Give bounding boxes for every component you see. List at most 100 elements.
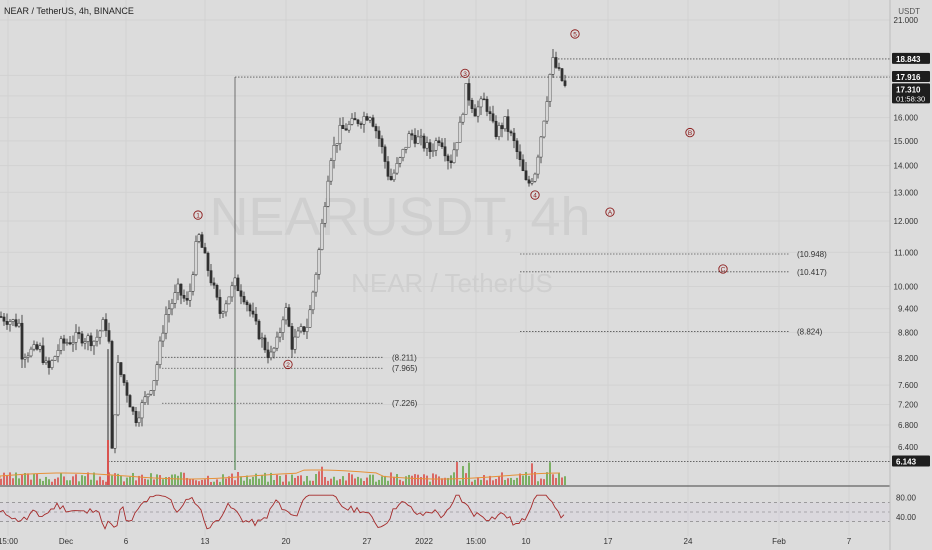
candle-body <box>89 335 93 347</box>
candle-body <box>482 98 486 101</box>
candle-body <box>125 382 129 396</box>
volume-bar <box>60 472 62 485</box>
wave-label-text: C <box>721 267 726 274</box>
volume-bar <box>402 481 404 485</box>
volume-bar <box>36 473 38 485</box>
volume-bar <box>459 480 461 485</box>
time-axis-label: 13 <box>201 537 210 546</box>
volume-bar <box>54 478 56 485</box>
volume-bar <box>510 477 512 485</box>
volume-bar <box>399 479 401 485</box>
volume-bar <box>540 478 542 485</box>
volume-bar <box>225 478 227 485</box>
candle-body <box>464 83 468 115</box>
volume-bar <box>0 478 2 485</box>
volume-bar <box>192 479 194 485</box>
candle-body <box>332 144 336 161</box>
candle-body <box>149 390 153 395</box>
candle-body <box>146 393 150 398</box>
candle-body <box>143 396 147 403</box>
wave-label-circle <box>570 29 580 39</box>
volume-bar <box>480 479 482 485</box>
wave-label-text: A <box>608 210 613 217</box>
price-axis-label: 14.000 <box>894 162 919 171</box>
volume-bar <box>276 474 278 485</box>
candle-body <box>473 108 477 117</box>
volume-bar <box>483 474 485 485</box>
candle-body <box>425 142 429 149</box>
volume-bar <box>381 476 383 485</box>
volume-bar <box>450 475 452 485</box>
volume-bar <box>132 472 134 485</box>
candle-body <box>26 355 30 358</box>
candle-body <box>350 118 354 125</box>
candle-body <box>248 304 252 312</box>
candle-body <box>203 247 207 254</box>
candle-body <box>62 338 66 344</box>
time-axis-label: 17 <box>604 537 613 546</box>
price-tag-box <box>892 71 930 83</box>
volume-bar <box>309 480 311 485</box>
level-label: (7.965) <box>392 364 418 373</box>
candle-body <box>179 283 183 296</box>
wave-label-circle <box>283 359 293 370</box>
wave-label-text: 1 <box>196 213 200 220</box>
volume-bar <box>546 472 548 485</box>
volume-bar <box>351 474 353 485</box>
volume-bar <box>537 481 539 485</box>
candle-body <box>419 135 423 138</box>
candle-body <box>386 161 390 177</box>
price-axis-label: 8.200 <box>898 354 919 363</box>
volume-bar <box>561 477 563 485</box>
candle-body <box>533 173 537 182</box>
candle-body <box>284 307 288 321</box>
rsi-axis-label: 40.00 <box>896 513 917 522</box>
candle-body <box>11 319 15 322</box>
candle-body <box>251 310 255 315</box>
candle-body <box>80 333 84 344</box>
volume-bar <box>201 479 203 485</box>
candle-body <box>374 126 378 132</box>
candle-body <box>326 180 330 207</box>
volume-bar <box>138 475 140 485</box>
candle-body <box>362 116 366 125</box>
volume-bar <box>57 477 59 485</box>
candle-body <box>167 308 171 315</box>
volume-bar <box>339 479 341 485</box>
candle-body <box>545 101 549 122</box>
candle-body <box>536 156 540 175</box>
candle-body <box>38 345 42 350</box>
time-axis-label: 10 <box>522 537 531 546</box>
volume-bar-spike <box>107 440 109 485</box>
volume-bar <box>177 475 179 485</box>
price-tag-value: 6.143 <box>896 458 917 467</box>
volume-bar <box>438 476 440 485</box>
price-axis-label: 11.000 <box>894 248 918 257</box>
price-tag-countdown: 01:58:30 <box>896 94 925 103</box>
candle-body <box>440 142 444 147</box>
time-axis[interactable]: 15:00 Dec 6 13 20 27 2022 15:00 10 17 24 Feb 7 <box>0 537 852 546</box>
volume-bar <box>306 475 308 485</box>
candle-body <box>233 277 237 287</box>
volume-bar <box>357 476 359 485</box>
candle-body <box>449 160 453 163</box>
candle-body <box>398 157 402 164</box>
price-axis-label: 7.200 <box>898 401 919 410</box>
chart-symbol-title[interactable]: NEAR / TetherUS, 4h, BINANCE <box>4 6 134 16</box>
price-axis-label: 15.000 <box>894 137 919 146</box>
candle-body <box>212 282 216 286</box>
candle-body <box>275 336 279 349</box>
volume-bar <box>564 476 566 485</box>
candle-body <box>356 119 360 124</box>
candle-body <box>506 116 510 132</box>
price-axis-label: 8.800 <box>898 328 919 337</box>
volume-bar <box>489 475 491 485</box>
candle-body <box>53 356 57 361</box>
price-tag-value: 17.916 <box>896 73 921 82</box>
time-axis-label: 24 <box>684 537 693 546</box>
volume-bar <box>264 472 266 485</box>
wave-label-circle <box>605 207 615 217</box>
rsi-line <box>0 494 565 530</box>
volume-bar <box>159 475 161 485</box>
